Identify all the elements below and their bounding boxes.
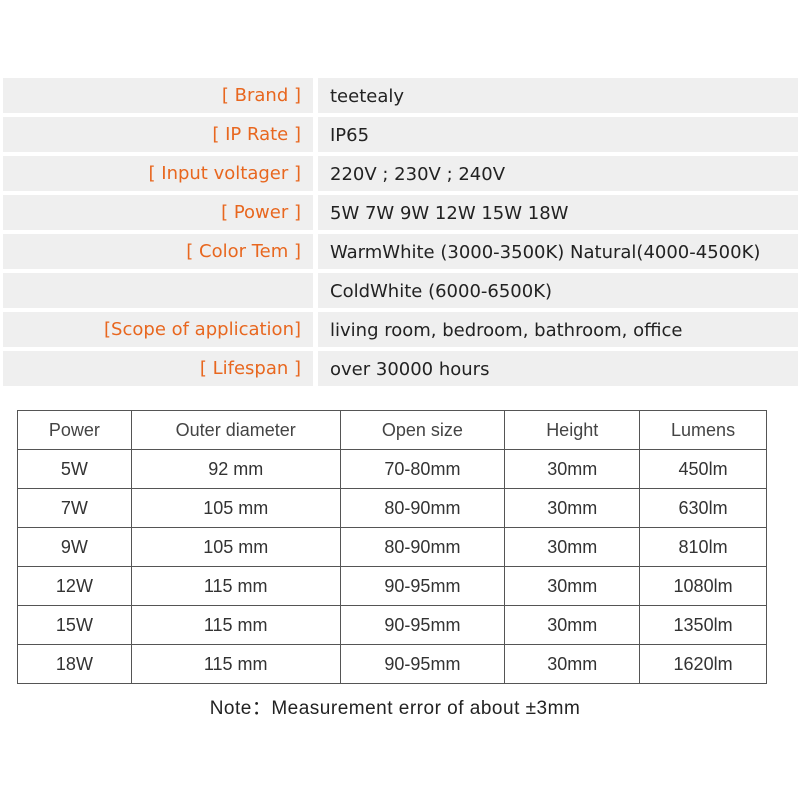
table-cell: 630lm bbox=[639, 488, 767, 528]
table-row: 5W 92 mm 70-80mm 30mm 450lm bbox=[17, 449, 767, 489]
table-cell: 30mm bbox=[504, 644, 641, 684]
table-cell: 70-80mm bbox=[339, 449, 506, 489]
spec-value: WarmWhite (3000-3500K) Natural(4000-4500… bbox=[318, 234, 798, 269]
table-cell: 30mm bbox=[504, 488, 641, 528]
table-cell: 1620lm bbox=[639, 644, 767, 684]
spec-label: [Scope of application] bbox=[3, 312, 313, 347]
spec-label: [ Input voltager ] bbox=[3, 156, 313, 191]
table-cell: 18W bbox=[17, 644, 132, 684]
table-cell: 115 mm bbox=[130, 605, 341, 645]
spec-label: [ Power ] bbox=[3, 195, 313, 230]
table-cell: 30mm bbox=[504, 449, 641, 489]
spec-row: [ Color Tem ] WarmWhite (3000-3500K) Natu… bbox=[3, 234, 798, 269]
spec-row: [ Brand ] teetealy bbox=[3, 78, 798, 113]
spec-label: [ Color Tem ] bbox=[3, 234, 313, 269]
table-cell: 5W bbox=[17, 449, 132, 489]
spec-value: living room, bedroom, bathroom, office bbox=[318, 312, 798, 347]
table-cell: 115 mm bbox=[130, 644, 341, 684]
measurement-note: Note：Measurement error of about ±3mm bbox=[209, 698, 581, 719]
spec-value: ColdWhite (6000-6500K) bbox=[318, 273, 798, 308]
spec-label: [ Lifespan ] bbox=[3, 351, 313, 386]
table-cell: 12W bbox=[17, 566, 132, 606]
spec-row: [ Lifespan ] over 30000 hours bbox=[3, 351, 798, 386]
table-cell: 15W bbox=[17, 605, 132, 645]
spec-row: [Scope of application] living room, bedro… bbox=[3, 312, 798, 347]
column-header: Lumens bbox=[639, 410, 767, 450]
table-cell: 90-95mm bbox=[339, 566, 506, 606]
table-row: 9W 105 mm 80-90mm 30mm 810lm bbox=[17, 527, 767, 567]
table-cell: 105 mm bbox=[130, 527, 341, 567]
table-header-row: Power Outer diameter Open size Height Lumens bbox=[17, 410, 767, 450]
spec-list: [ Brand ] teetealy[ IP Rate ] IP65[ Input … bbox=[3, 78, 798, 390]
spec-label: [ Brand ] bbox=[3, 78, 313, 113]
table-cell: 90-95mm bbox=[339, 644, 506, 684]
table-row: 18W 115 mm 90-95mm 30mm 1620lm bbox=[17, 644, 767, 684]
table-cell: 30mm bbox=[504, 605, 641, 645]
table-row: 12W 115 mm 90-95mm 30mm 1080lm bbox=[17, 566, 767, 606]
spec-value: IP65 bbox=[318, 117, 798, 152]
table-cell: 30mm bbox=[504, 527, 641, 567]
table-cell: 115 mm bbox=[130, 566, 341, 606]
table-cell: 80-90mm bbox=[339, 488, 506, 528]
spec-row: [ Power ] 5W 7W 9W 12W 15W 18W bbox=[3, 195, 798, 230]
table-cell: 105 mm bbox=[130, 488, 341, 528]
table-cell: 92 mm bbox=[130, 449, 341, 489]
dimensions-table: Power Outer diameter Open size Height Lumens… bbox=[17, 410, 767, 684]
spec-row: ColdWhite (6000-6500K) bbox=[3, 273, 798, 308]
table-cell: 7W bbox=[17, 488, 132, 528]
spec-value: over 30000 hours bbox=[318, 351, 798, 386]
column-header: Height bbox=[504, 410, 641, 450]
table-cell: 90-95mm bbox=[339, 605, 506, 645]
table-row: 15W 115 mm 90-95mm 30mm 1350lm bbox=[17, 605, 767, 645]
table-row: 7W 105 mm 80-90mm 30mm 630lm bbox=[17, 488, 767, 528]
table-cell: 80-90mm bbox=[339, 527, 506, 567]
spec-row: [ Input voltager ] 220V ; 230V ; 240V bbox=[3, 156, 798, 191]
spec-row: [ IP Rate ] IP65 bbox=[3, 117, 798, 152]
spec-label: [ IP Rate ] bbox=[3, 117, 313, 152]
spec-value: 5W 7W 9W 12W 15W 18W bbox=[318, 195, 798, 230]
column-header: Power bbox=[17, 410, 132, 450]
column-header: Outer diameter bbox=[130, 410, 341, 450]
spec-label bbox=[3, 273, 313, 308]
table-cell: 9W bbox=[17, 527, 132, 567]
table-cell: 450lm bbox=[639, 449, 767, 489]
column-header: Open size bbox=[339, 410, 506, 450]
table-cell: 1350lm bbox=[639, 605, 767, 645]
spec-value: teetealy bbox=[318, 78, 798, 113]
spec-value: 220V ; 230V ; 240V bbox=[318, 156, 798, 191]
table-cell: 810lm bbox=[639, 527, 767, 567]
table-cell: 1080lm bbox=[639, 566, 767, 606]
table-cell: 30mm bbox=[504, 566, 641, 606]
